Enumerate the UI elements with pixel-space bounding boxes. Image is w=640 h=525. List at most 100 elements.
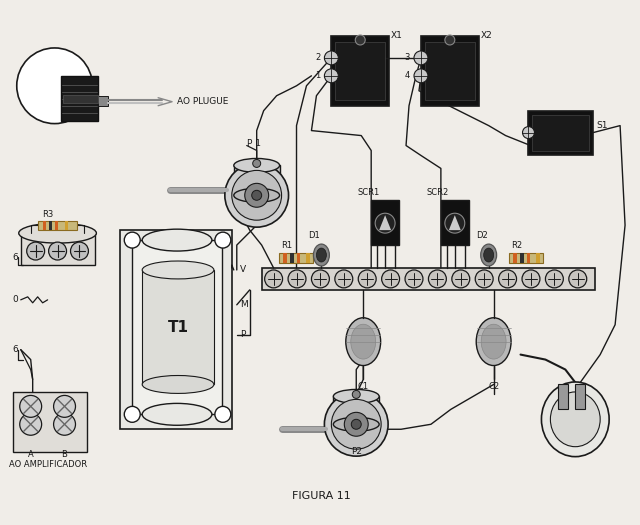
Circle shape — [351, 419, 361, 429]
Ellipse shape — [481, 244, 497, 266]
Circle shape — [452, 270, 470, 288]
Bar — [536, 253, 540, 263]
Circle shape — [344, 412, 368, 436]
Bar — [54, 221, 58, 230]
Ellipse shape — [550, 392, 600, 447]
Circle shape — [215, 406, 231, 422]
Bar — [234, 165, 280, 195]
Bar — [332, 36, 389, 106]
Circle shape — [70, 242, 88, 260]
Bar — [20, 233, 95, 265]
Ellipse shape — [333, 390, 379, 403]
Circle shape — [499, 270, 516, 288]
Circle shape — [20, 413, 42, 435]
Text: V: V — [240, 266, 246, 275]
Ellipse shape — [541, 382, 609, 457]
Ellipse shape — [346, 318, 381, 365]
Ellipse shape — [333, 417, 379, 431]
Circle shape — [358, 270, 376, 288]
Ellipse shape — [142, 261, 214, 279]
Ellipse shape — [316, 248, 326, 262]
Text: AO PLUGUE: AO PLUGUE — [177, 97, 228, 106]
Ellipse shape — [234, 188, 280, 202]
Ellipse shape — [484, 248, 493, 262]
Ellipse shape — [142, 375, 214, 393]
Circle shape — [381, 270, 399, 288]
Circle shape — [215, 232, 231, 248]
Circle shape — [375, 213, 395, 233]
Text: 0: 0 — [12, 296, 18, 304]
Bar — [278, 253, 314, 263]
Bar — [527, 253, 531, 263]
Text: R2: R2 — [511, 241, 522, 250]
Text: A: A — [28, 449, 33, 459]
Text: R3: R3 — [42, 210, 53, 219]
Text: D1: D1 — [308, 231, 320, 240]
Bar — [63, 94, 99, 103]
Ellipse shape — [234, 159, 280, 172]
Circle shape — [405, 270, 423, 288]
Bar — [558, 384, 568, 410]
Bar — [509, 253, 543, 263]
Text: X2: X2 — [481, 32, 492, 40]
Bar — [283, 253, 287, 263]
Circle shape — [49, 242, 67, 260]
Text: FIGURA 11: FIGURA 11 — [292, 491, 351, 501]
Circle shape — [124, 406, 140, 422]
Text: T1: T1 — [168, 320, 189, 335]
Bar — [441, 200, 468, 245]
Circle shape — [352, 391, 360, 398]
Ellipse shape — [481, 324, 506, 359]
Text: C2: C2 — [488, 383, 499, 392]
Bar — [529, 111, 593, 155]
Bar — [61, 76, 99, 121]
Bar — [65, 221, 68, 230]
Circle shape — [355, 35, 365, 45]
Circle shape — [522, 127, 534, 139]
Bar — [49, 221, 52, 230]
Circle shape — [288, 270, 306, 288]
Circle shape — [54, 395, 76, 417]
Circle shape — [324, 51, 339, 65]
Circle shape — [476, 270, 493, 288]
Ellipse shape — [142, 229, 212, 251]
Polygon shape — [449, 215, 461, 230]
Bar — [575, 384, 585, 410]
Text: R1: R1 — [281, 241, 292, 250]
Bar — [425, 42, 475, 100]
Circle shape — [225, 163, 289, 227]
Bar — [289, 253, 294, 263]
Ellipse shape — [19, 223, 97, 243]
Text: D2: D2 — [476, 231, 488, 240]
Bar — [120, 230, 232, 429]
Circle shape — [428, 270, 446, 288]
Circle shape — [414, 69, 428, 83]
Bar — [262, 268, 595, 290]
Bar — [513, 253, 516, 263]
Circle shape — [54, 413, 76, 435]
Bar — [421, 36, 479, 106]
Bar — [333, 396, 379, 424]
Text: 6: 6 — [12, 253, 18, 261]
Circle shape — [332, 400, 381, 449]
Circle shape — [253, 160, 260, 167]
Circle shape — [324, 69, 339, 83]
Text: B: B — [61, 449, 67, 459]
Circle shape — [522, 270, 540, 288]
Ellipse shape — [314, 244, 330, 266]
Text: X1: X1 — [391, 32, 403, 40]
Bar — [520, 253, 524, 263]
Text: C1: C1 — [358, 383, 369, 392]
Text: P2: P2 — [351, 447, 362, 456]
Polygon shape — [379, 215, 391, 230]
Text: P: P — [240, 330, 245, 339]
Bar — [532, 114, 589, 152]
Text: 3: 3 — [404, 54, 410, 62]
Circle shape — [27, 242, 45, 260]
Text: P 1: P 1 — [246, 139, 260, 148]
Text: SCR2: SCR2 — [427, 188, 449, 197]
Ellipse shape — [142, 403, 212, 425]
Bar — [371, 200, 399, 245]
Circle shape — [244, 183, 269, 207]
Bar — [99, 96, 108, 106]
